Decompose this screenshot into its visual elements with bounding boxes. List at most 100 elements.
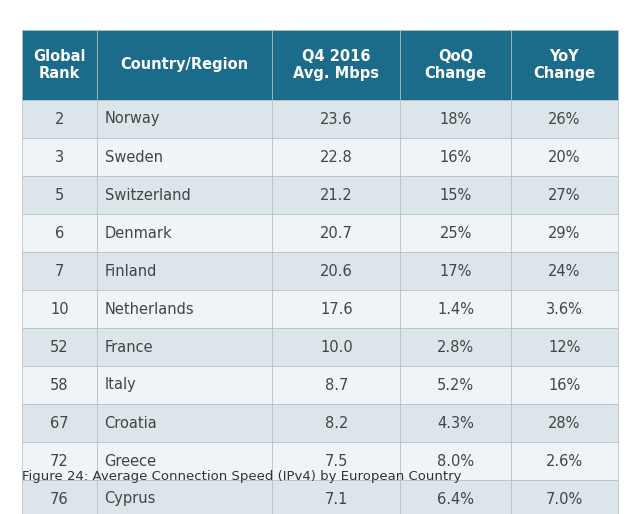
Text: Country/Region: Country/Region — [120, 58, 248, 72]
Text: 18%: 18% — [440, 112, 472, 126]
Bar — [97, 480, 273, 514]
Bar — [22, 176, 97, 214]
Text: 6: 6 — [54, 226, 64, 241]
Bar — [22, 290, 97, 328]
Bar — [511, 480, 618, 514]
Bar — [401, 138, 511, 176]
Bar — [97, 30, 273, 100]
Bar — [401, 442, 511, 480]
Text: Italy: Italy — [104, 377, 136, 393]
Text: Greece: Greece — [104, 453, 157, 468]
Text: QoQ
Change: QoQ Change — [424, 49, 486, 81]
Bar — [97, 366, 273, 404]
Bar — [511, 138, 618, 176]
Bar — [511, 214, 618, 252]
Text: 29%: 29% — [548, 226, 580, 241]
Text: 2.6%: 2.6% — [546, 453, 583, 468]
Text: Netherlands: Netherlands — [104, 302, 194, 317]
Text: 17%: 17% — [440, 264, 472, 279]
Bar — [273, 30, 401, 100]
Bar — [401, 214, 511, 252]
Text: 24%: 24% — [548, 264, 580, 279]
Bar — [401, 30, 511, 100]
Bar — [273, 252, 401, 290]
Text: 7.5: 7.5 — [324, 453, 348, 468]
Text: 20%: 20% — [548, 150, 580, 164]
Bar — [97, 328, 273, 366]
Bar — [97, 252, 273, 290]
Text: 67: 67 — [50, 415, 68, 431]
Text: 7: 7 — [54, 264, 64, 279]
Bar — [97, 176, 273, 214]
Bar — [273, 100, 401, 138]
Text: 8.7: 8.7 — [324, 377, 348, 393]
Text: 2: 2 — [54, 112, 64, 126]
Bar — [401, 404, 511, 442]
Text: Global
Rank: Global Rank — [33, 49, 86, 81]
Text: 7.1: 7.1 — [324, 491, 348, 506]
Text: 15%: 15% — [440, 188, 472, 203]
Bar — [401, 290, 511, 328]
Bar — [97, 404, 273, 442]
Bar — [273, 290, 401, 328]
Text: 8.0%: 8.0% — [437, 453, 474, 468]
Bar — [273, 214, 401, 252]
Bar — [401, 252, 511, 290]
Bar — [273, 328, 401, 366]
Text: 21.2: 21.2 — [320, 188, 353, 203]
Text: 7.0%: 7.0% — [546, 491, 583, 506]
Text: 52: 52 — [50, 340, 68, 355]
Text: Denmark: Denmark — [104, 226, 172, 241]
Text: 25%: 25% — [440, 226, 472, 241]
Bar — [97, 214, 273, 252]
Bar — [22, 328, 97, 366]
Text: 16%: 16% — [548, 377, 580, 393]
Bar — [97, 100, 273, 138]
Bar — [22, 252, 97, 290]
Bar — [511, 176, 618, 214]
Text: 2.8%: 2.8% — [437, 340, 474, 355]
Bar — [273, 480, 401, 514]
Bar — [401, 176, 511, 214]
Text: 1.4%: 1.4% — [437, 302, 474, 317]
Bar — [511, 442, 618, 480]
Text: 10.0: 10.0 — [320, 340, 353, 355]
Bar — [511, 328, 618, 366]
Bar — [511, 404, 618, 442]
Bar — [97, 138, 273, 176]
Text: Q4 2016
Avg. Mbps: Q4 2016 Avg. Mbps — [293, 49, 380, 81]
Bar — [511, 100, 618, 138]
Text: 23.6: 23.6 — [320, 112, 353, 126]
Text: 8.2: 8.2 — [324, 415, 348, 431]
Text: 6.4%: 6.4% — [437, 491, 474, 506]
Bar — [511, 366, 618, 404]
Text: 27%: 27% — [548, 188, 580, 203]
Bar — [273, 442, 401, 480]
Text: 3: 3 — [54, 150, 64, 164]
Bar — [273, 176, 401, 214]
Text: Switzerland: Switzerland — [104, 188, 190, 203]
Text: Croatia: Croatia — [104, 415, 157, 431]
Text: Norway: Norway — [104, 112, 160, 126]
Text: 5.2%: 5.2% — [437, 377, 474, 393]
Text: 5: 5 — [54, 188, 64, 203]
Bar — [273, 138, 401, 176]
Bar — [22, 138, 97, 176]
Bar — [22, 404, 97, 442]
Bar — [401, 100, 511, 138]
Text: 10: 10 — [50, 302, 68, 317]
Text: 17.6: 17.6 — [320, 302, 353, 317]
Bar — [97, 290, 273, 328]
Text: Finland: Finland — [104, 264, 157, 279]
Text: 20.6: 20.6 — [320, 264, 353, 279]
Bar — [511, 252, 618, 290]
Bar — [22, 442, 97, 480]
Text: 22.8: 22.8 — [320, 150, 353, 164]
Text: 58: 58 — [50, 377, 68, 393]
Bar — [511, 30, 618, 100]
Bar — [22, 30, 97, 100]
Text: Sweden: Sweden — [104, 150, 163, 164]
Bar — [511, 290, 618, 328]
Bar — [273, 366, 401, 404]
Text: 20.7: 20.7 — [320, 226, 353, 241]
